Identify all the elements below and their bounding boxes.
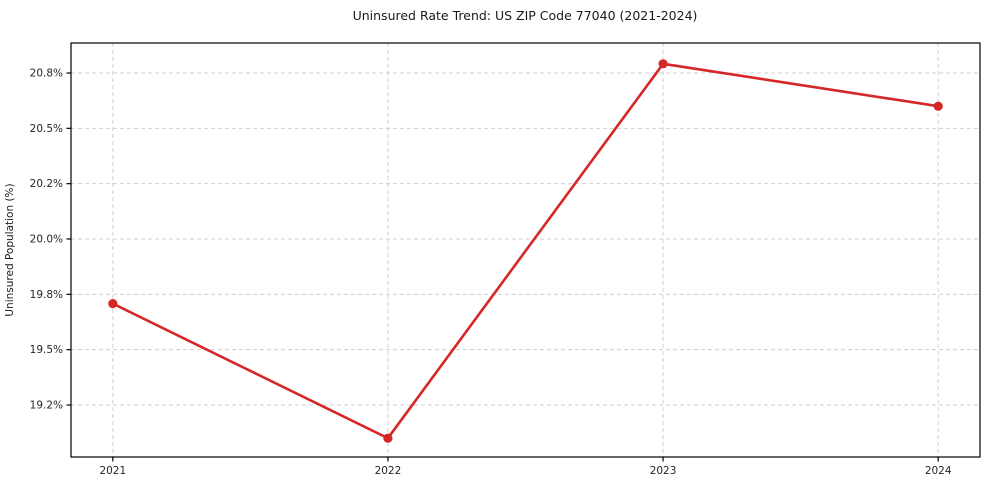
y-tick-label: 20.8% [30,68,63,80]
y-axis-label: Uninsured Population (%) [4,183,16,316]
x-tick-label: 2022 [375,465,402,477]
data-point-2022 [383,433,393,443]
y-tick-label: 20.0% [30,234,63,246]
y-tick-label: 19.8% [30,289,63,301]
x-tick-label: 2023 [650,465,677,477]
x-tick-label: 2021 [99,465,126,477]
chart-title: Uninsured Rate Trend: US ZIP Code 77040 … [353,8,698,23]
gridlines [71,43,980,457]
axes: 19.2% 19.5% 19.8% 20.0% 20.2% 20.5% 20.8% 2021 2… [30,68,952,478]
data-point-2023 [658,59,668,69]
data-point-2021 [108,299,118,309]
data-series [108,59,943,443]
x-tick-label: 2024 [925,465,952,477]
y-tick-label: 19.2% [30,400,63,412]
trend-line [111,62,940,440]
data-point-2024 [933,101,943,111]
y-tick-label: 20.5% [30,123,63,135]
plot-border [70,42,981,458]
y-tick-label: 19.5% [30,344,63,356]
y-tick-label: 20.2% [30,178,63,190]
